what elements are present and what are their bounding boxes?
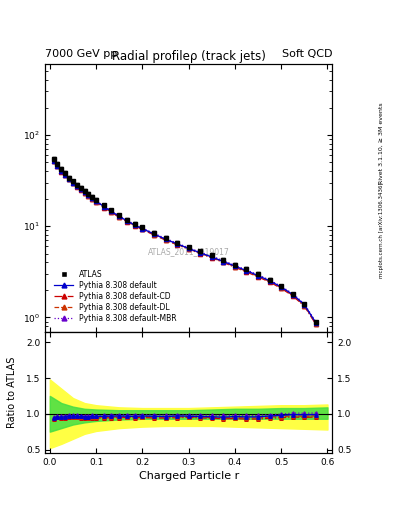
Y-axis label: Ratio to ATLAS: Ratio to ATLAS — [7, 357, 17, 428]
X-axis label: Charged Particle r: Charged Particle r — [138, 471, 239, 481]
Text: 7000 GeV pp: 7000 GeV pp — [45, 49, 118, 59]
Text: ATLAS_2011_I919017: ATLAS_2011_I919017 — [148, 247, 230, 256]
Text: mcplots.cern.ch [arXiv:1306.3436]: mcplots.cern.ch [arXiv:1306.3436] — [379, 183, 384, 278]
Title: Radial profileρ (track jets): Radial profileρ (track jets) — [112, 50, 266, 63]
Text: Soft QCD: Soft QCD — [282, 49, 332, 59]
Text: Rivet 3.1.10, ≥ 3M events: Rivet 3.1.10, ≥ 3M events — [379, 102, 384, 184]
Legend: ATLAS, Pythia 8.308 default, Pythia 8.308 default-CD, Pythia 8.308 default-DL, P: ATLAS, Pythia 8.308 default, Pythia 8.30… — [52, 268, 179, 325]
